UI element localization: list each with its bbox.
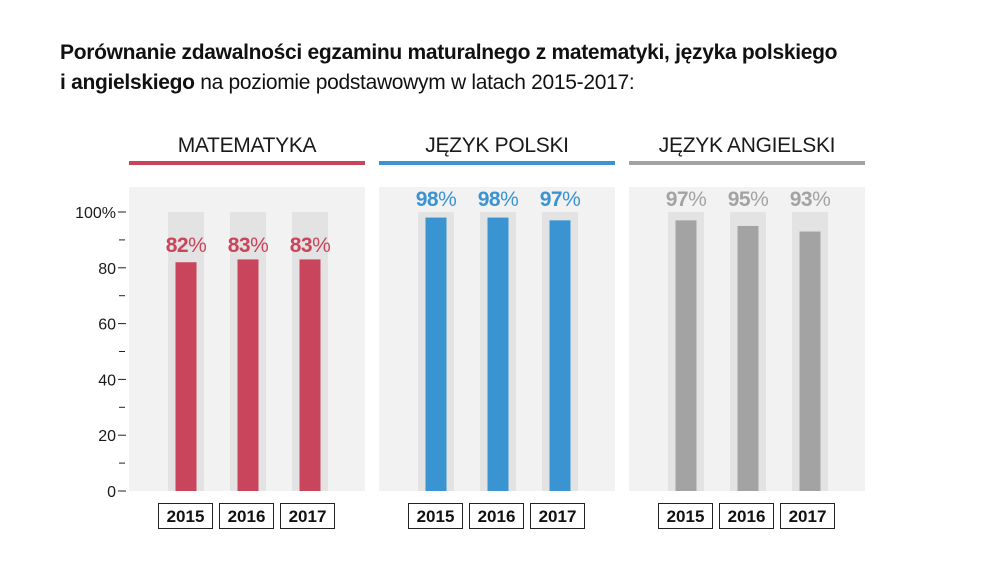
bar [799,231,821,491]
value-label: 95% [728,188,769,211]
panel-2: JĘZYK POLSKI 98% 2015 98% 2016 97% 2017 [379,134,615,529]
category-box [408,503,463,529]
value-label: 83% [228,234,269,257]
title-bold-line-2: i angielskiego [60,71,195,94]
bar [487,217,509,491]
title-bold-line-1: Porównanie zdawalności egzaminu maturaln… [60,41,838,64]
panel-title-underline [379,161,615,165]
bar [237,259,259,491]
value-percent-sign: % [812,188,830,211]
chart-title: Porównanie zdawalności egzaminu maturaln… [60,38,838,98]
panel-title-underline [629,161,865,165]
category-box [530,503,585,529]
category-box [280,503,335,529]
category-box [658,503,713,529]
value-percent-sign: % [500,188,518,211]
category-box [219,503,274,529]
y-tick-label: 0 [107,484,116,501]
value-label: 97% [540,188,581,211]
value-percent-sign: % [750,188,768,211]
value-label: 98% [416,188,457,211]
panel-title: JĘZYK POLSKI [425,134,568,157]
bar [175,262,197,491]
category-box [158,503,213,529]
value-label: 98% [478,188,519,211]
value-label: 83% [290,234,331,257]
value-percent-sign: % [250,234,268,257]
value-number: 83 [228,234,250,257]
y-axis: 0 20 40 60 80 100% [75,205,126,501]
panel-3: JĘZYK ANGIELSKI 97% 2015 95% 2016 93% 2017 [629,134,865,529]
value-number: 98 [478,188,501,211]
bar [299,259,321,491]
category-label: 2016 [728,507,766,526]
value-number: 98 [416,188,439,211]
value-percent-sign: % [562,188,580,211]
value-number: 82 [166,234,188,257]
value-percent-sign: % [312,234,330,257]
y-tick-label: 60 [98,317,116,334]
value-number: 83 [290,234,312,257]
panel-title-underline [129,161,365,165]
value-label: 82% [166,234,207,257]
category-label: 2015 [667,507,705,526]
category-label: 2016 [228,507,266,526]
panel-1: MATEMATYKA 82% 2015 83% 2016 83% 2017 [129,134,365,529]
category-label: 2015 [417,507,455,526]
category-box [719,503,774,529]
value-number: 97 [540,188,562,211]
category-label: 2017 [539,507,577,526]
panel-title: JĘZYK ANGIELSKI [659,134,835,157]
bar [425,217,447,491]
bar [549,220,571,491]
value-percent-sign: % [438,188,456,211]
category-label: 2017 [789,507,827,526]
value-percent-sign: % [688,188,706,211]
y-tick-label: 40 [98,372,116,389]
bar [737,225,759,491]
category-label: 2015 [167,507,205,526]
title-normal-part: na poziomie podstawowym w latach 2015-20… [194,71,635,94]
bar [675,220,697,491]
value-number: 95 [728,188,751,211]
value-percent-sign: % [188,234,206,257]
category-label: 2017 [289,507,327,526]
value-label: 93% [790,188,831,211]
panel-title: MATEMATYKA [178,134,317,157]
value-label: 97% [666,188,707,211]
value-number: 93 [790,188,812,211]
y-tick-label: 80 [98,261,116,278]
category-box [780,503,835,529]
category-box [469,503,524,529]
y-tick-label: 100% [75,205,116,222]
category-label: 2016 [478,507,516,526]
value-number: 97 [666,188,688,211]
y-tick-label: 20 [98,428,116,445]
